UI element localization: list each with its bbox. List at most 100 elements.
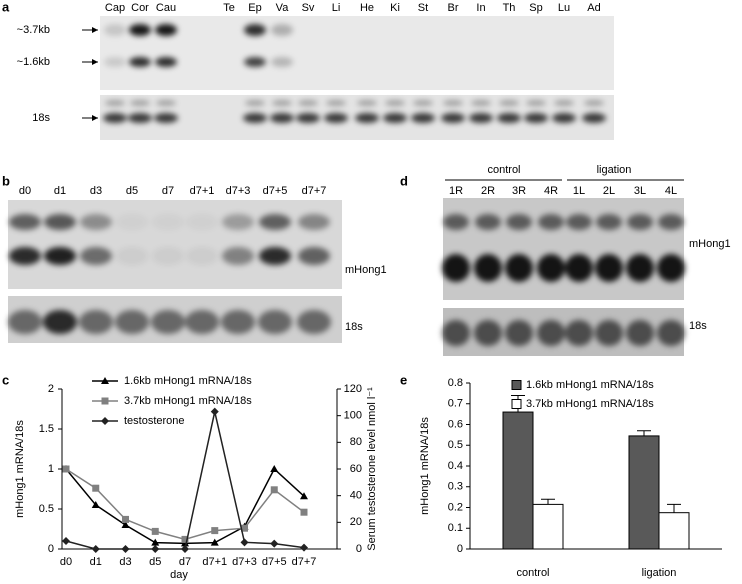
band [270, 113, 294, 123]
lane-label: Ep [248, 2, 261, 14]
band-label: mHong1 [689, 238, 731, 250]
band [245, 100, 265, 106]
y-tick-label: 1 [48, 463, 54, 475]
y2-tick-label: 20 [350, 516, 362, 528]
legend-swatch [511, 399, 522, 409]
band [130, 100, 150, 106]
legend-marker [101, 417, 109, 425]
error-bar [541, 498, 555, 505]
band [115, 310, 149, 334]
marker [151, 545, 160, 553]
marker [121, 545, 130, 553]
band [129, 57, 151, 67]
bar [532, 503, 564, 550]
lane-label: d7+1 [190, 185, 215, 197]
bar [628, 435, 660, 550]
band [443, 100, 463, 106]
panel-label: e [400, 372, 407, 387]
y2-axis-label: Serum testosterone level nmol l⁻¹ [366, 387, 378, 551]
group-label: control [487, 164, 520, 176]
band [657, 254, 685, 282]
y2-tick-label: 80 [350, 436, 362, 448]
band [272, 100, 292, 106]
y-tick-label: 0.2 [448, 501, 463, 513]
marker [300, 543, 308, 552]
lane-label: 1R [449, 185, 463, 197]
band [222, 214, 254, 230]
band [186, 247, 218, 265]
marker [62, 537, 70, 545]
band [259, 247, 291, 265]
band [357, 100, 377, 106]
blot [100, 16, 614, 90]
y-tick-label: 0 [457, 543, 463, 555]
y2-tick-label: 60 [350, 463, 362, 475]
panel-label: b [2, 173, 10, 188]
x-tick-label: d3 [119, 556, 131, 568]
x-tick-label: d0 [60, 556, 72, 568]
band [443, 214, 469, 230]
band [442, 254, 470, 282]
bar [658, 512, 690, 550]
y-tick-label: 0.5 [39, 503, 54, 515]
band [524, 113, 548, 123]
band [9, 214, 41, 230]
x-tick-label: d7+5 [262, 556, 287, 568]
marker [270, 465, 279, 472]
lane-label: Va [276, 2, 290, 14]
band [538, 214, 564, 230]
arrowhead [92, 59, 98, 65]
x-tick-label: d1 [90, 556, 102, 568]
y-tick-label: 0.5 [448, 439, 463, 451]
legend-label: 3.7kb mHong1 mRNA/18s [526, 398, 654, 410]
band [116, 247, 148, 265]
legend-label: 1.6kb mHong1 mRNA/18s [124, 375, 252, 387]
band [222, 247, 254, 265]
lane-label: Cor [131, 2, 149, 14]
band [185, 310, 219, 334]
band [582, 113, 606, 123]
marker [270, 486, 278, 494]
legend-marker [101, 397, 109, 405]
band-label: 18s [345, 321, 363, 333]
legend-label: testosterone [124, 415, 185, 427]
band [298, 100, 318, 106]
band-label: mHong1 [345, 264, 387, 276]
band [155, 24, 177, 36]
error-bar [667, 503, 681, 513]
lane-label: Sp [529, 2, 542, 14]
lane-label: Lu [558, 2, 570, 14]
marker [210, 538, 219, 546]
y-tick-label: 0.7 [448, 398, 463, 410]
band [526, 100, 546, 106]
y2-tick-label: 100 [344, 410, 362, 422]
marker [92, 484, 100, 492]
y-axis-label: mHong1 mRNA/18s [14, 420, 26, 518]
x-tick-label: d7+3 [232, 556, 257, 568]
y2-tick-label: 120 [344, 383, 362, 395]
band [469, 113, 493, 123]
band [128, 113, 152, 123]
lane-label: d3 [90, 185, 102, 197]
band [271, 57, 293, 67]
legend-marker [101, 377, 109, 384]
marker [122, 515, 129, 523]
blot [8, 200, 342, 289]
y2-tick-label: 40 [350, 490, 362, 502]
marker [151, 527, 159, 535]
band [104, 24, 126, 36]
band [104, 57, 126, 67]
band [80, 214, 112, 230]
marker-label: 18s [32, 112, 50, 124]
band [596, 214, 622, 230]
arrowhead [92, 115, 98, 121]
y-tick-label: 0.4 [448, 460, 463, 472]
band [627, 214, 653, 230]
x-tick-label: d7 [179, 556, 191, 568]
marker [270, 539, 279, 548]
marker-label: ~1.6kb [17, 56, 50, 68]
band [152, 247, 184, 265]
band [441, 113, 465, 123]
lane-label: Sv [302, 2, 315, 14]
